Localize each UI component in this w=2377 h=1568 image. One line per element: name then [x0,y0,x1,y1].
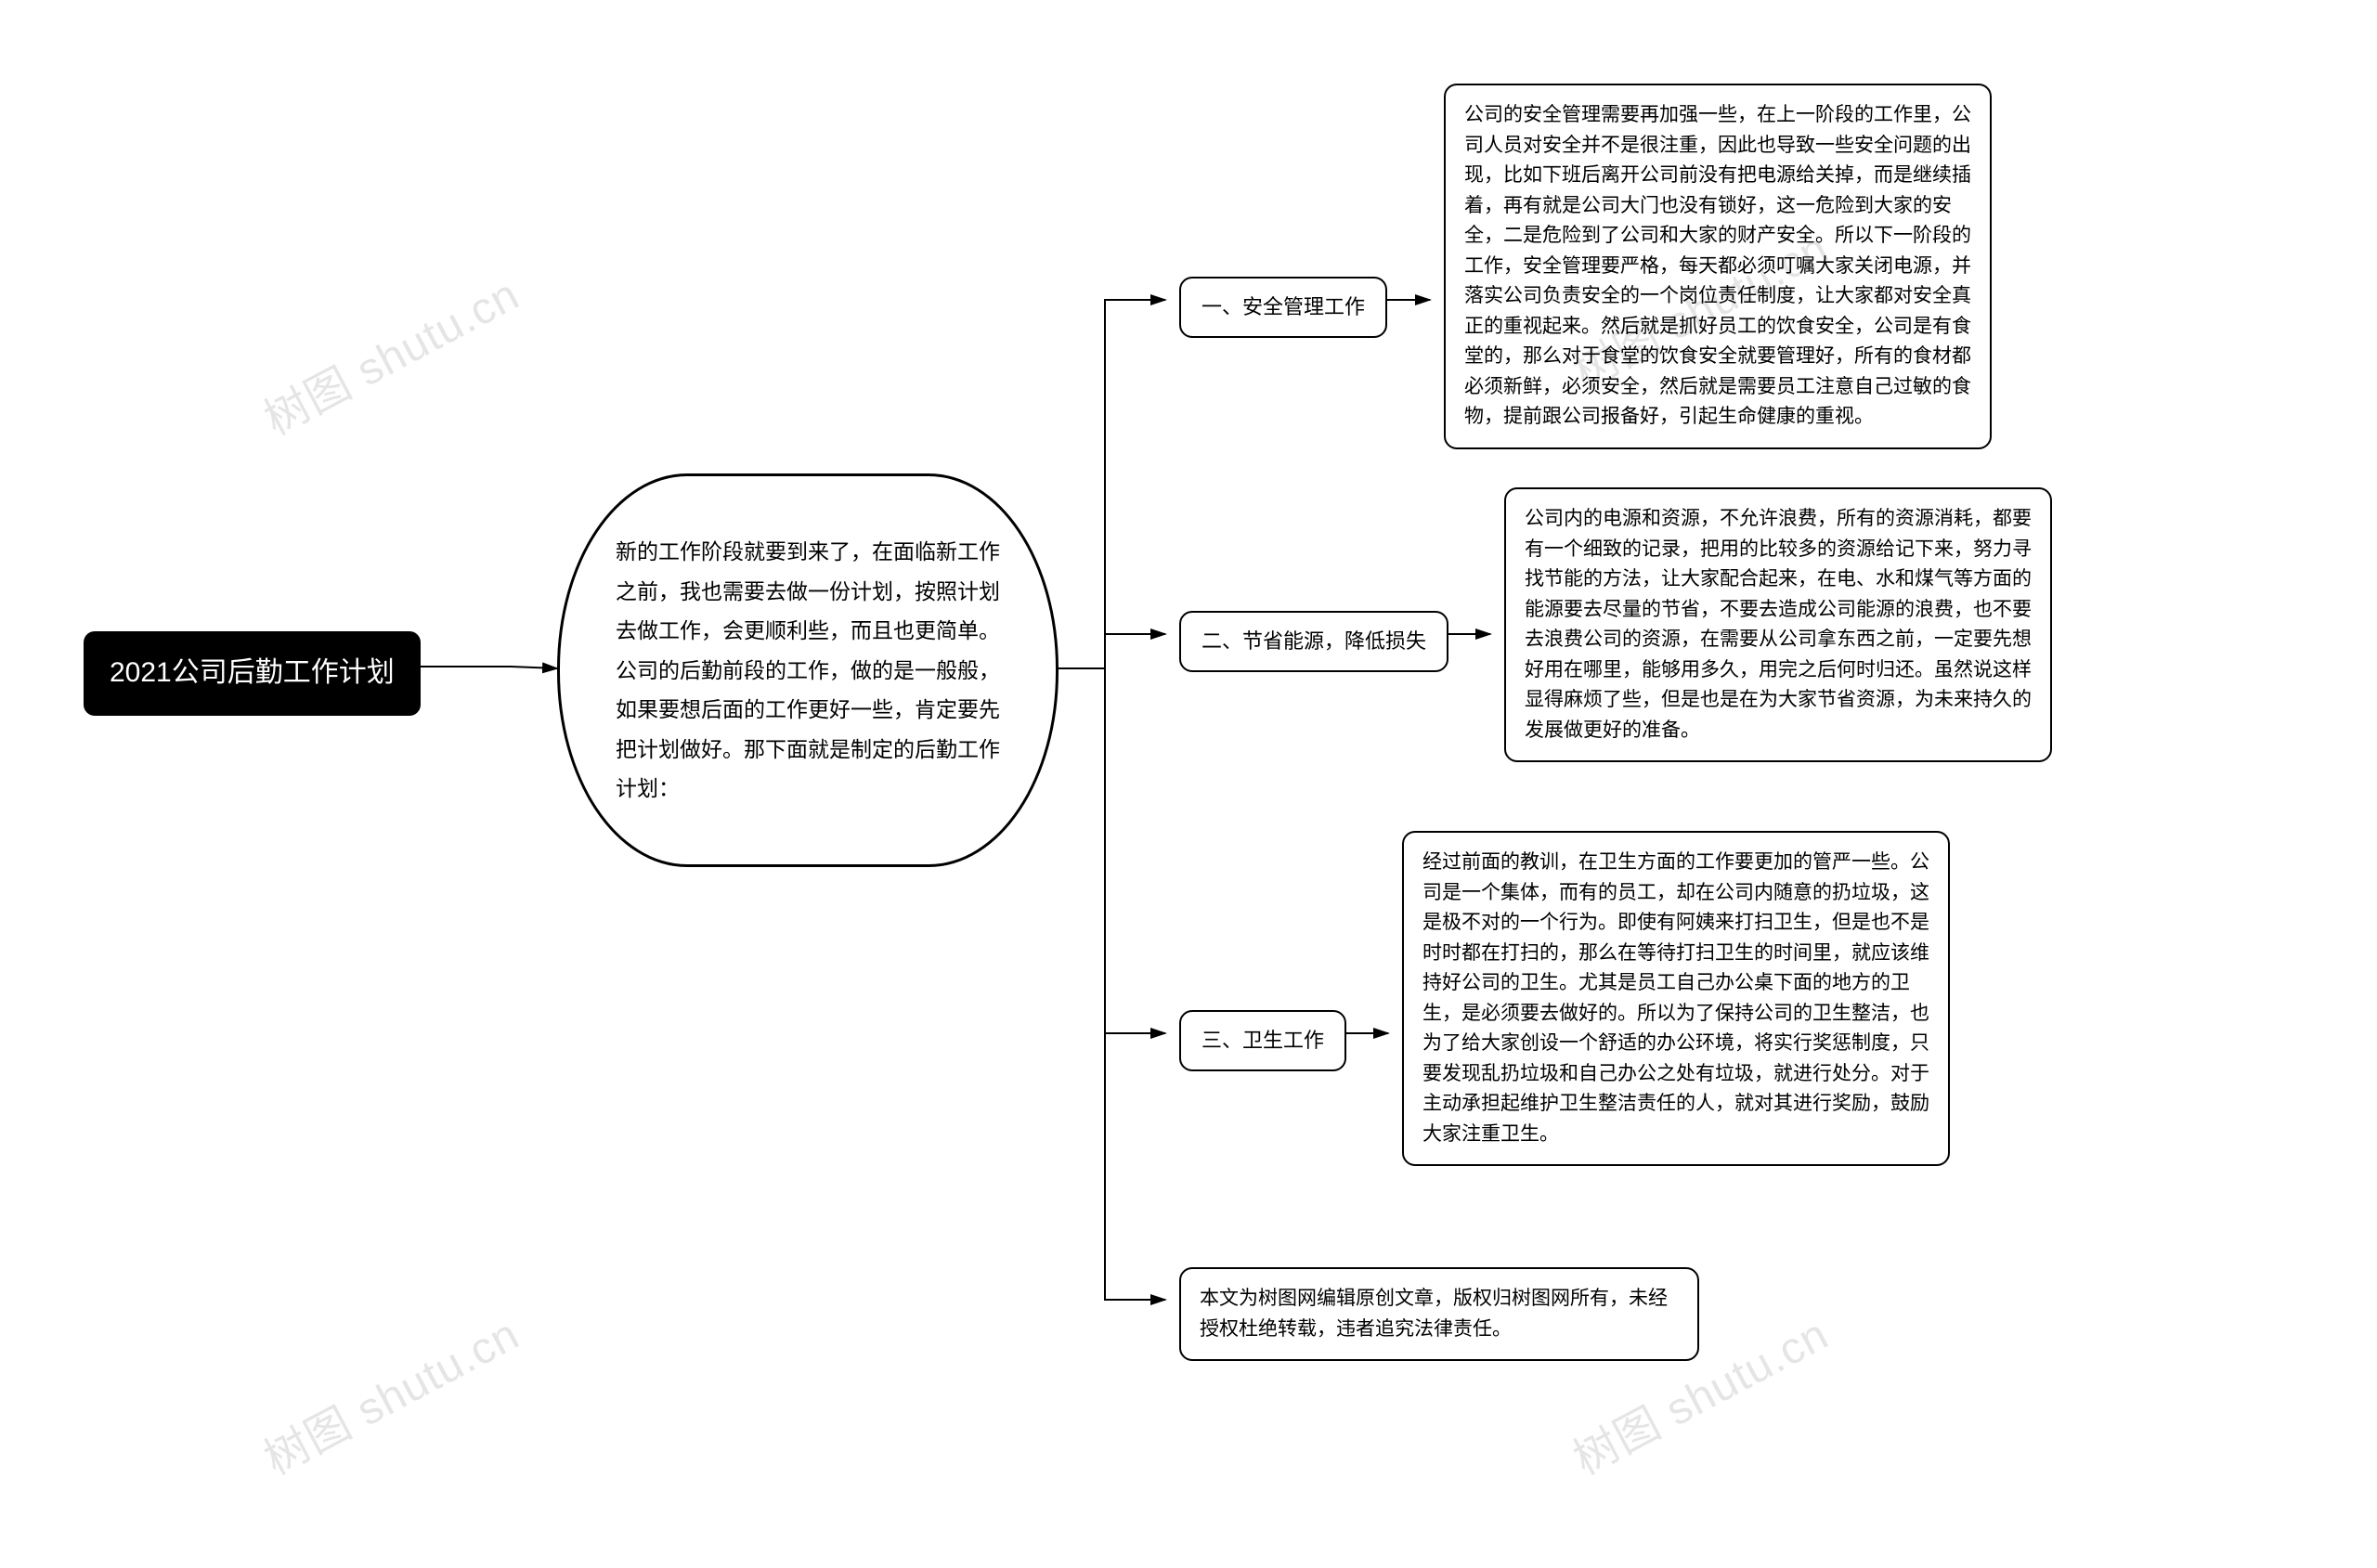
watermark: 树图 shutu.cn [251,1298,528,1486]
intro-node[interactable]: 新的工作阶段就要到来了，在面临新工作之前，我也需要去做一份计划，按照计划去做工作… [557,473,1059,867]
section-2-detail: 公司内的电源和资源，不允许浪费，所有的资源消耗，都要有一个细致的记录，把用的比较… [1504,487,2052,762]
section-2-title[interactable]: 二、节省能源，降低损失 [1179,611,1448,672]
watermark: 树图 shutu.cn [251,258,528,447]
footer-note: 本文为树图网编辑原创文章，版权归树图网所有，未经授权杜绝转载，违者追究法律责任。 [1179,1267,1699,1361]
section-3-detail: 经过前面的教训，在卫生方面的工作要更加的管严一些。公司是一个集体，而有的员工，却… [1402,831,1950,1166]
section-3-title[interactable]: 三、卫生工作 [1179,1010,1346,1071]
root-node[interactable]: 2021公司后勤工作计划 [84,631,421,716]
section-1-title[interactable]: 一、安全管理工作 [1179,277,1387,338]
section-1-detail: 公司的安全管理需要再加强一些，在上一阶段的工作里，公司人员对安全并不是很注重，因… [1444,84,1992,449]
